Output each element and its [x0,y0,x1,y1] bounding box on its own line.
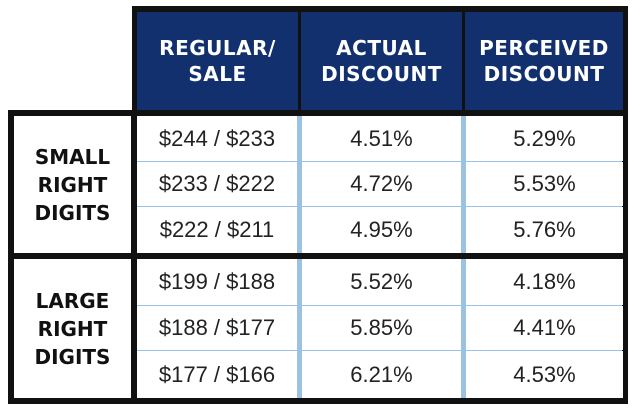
table-cell: 4.18% [466,259,623,305]
table-cell: 5.29% [466,116,623,161]
table-cell: $244 / $233 [137,116,297,161]
table-cell: 4.95% [302,207,461,253]
table-cell: $222 / $211 [137,207,297,253]
cell-text: $244 / $233 [158,125,276,151]
table-cell: 6.21% [302,351,461,398]
header-cell: PERCEIVED DISCOUNT [465,12,623,110]
cell-text: 4.18% [513,268,576,294]
cell-text: 5.53% [513,171,576,196]
header-text: DISCOUNT [321,62,442,86]
group-label: SMALL RIGHT DIGITS [14,116,131,253]
group-label-text: LARGE [35,288,110,313]
header-text: SALE [188,62,247,86]
table-cell: 4.51% [302,116,461,161]
header-cell: ACTUAL DISCOUNT [301,12,462,110]
table-cell: 4.41% [466,305,623,351]
group-label-text: DIGITS [34,200,111,225]
table-cell: 5.53% [466,162,623,206]
header-text: DISCOUNT [483,62,605,86]
table-cell: $177 / $166 [137,351,297,398]
cell-text: $177 / $166 [158,361,276,387]
table-cell: 4.53% [466,351,623,398]
cell-text: 5.85% [350,314,413,340]
cell-text: 6.21% [350,361,413,387]
header-text: ACTUAL [336,36,427,60]
table-cell: 5.52% [302,259,461,305]
cell-text: 4.72% [350,171,413,196]
table-cell: $199 / $188 [137,259,297,305]
table-cell: 4.72% [302,162,461,206]
cell-text: $199 / $188 [158,268,276,294]
cell-text: 5.52% [350,268,413,294]
cell-text: 5.76% [513,217,576,242]
cell-text: $233 / $222 [158,171,276,196]
cell-text: 4.51% [350,125,413,151]
table-cell: 5.85% [302,305,461,351]
group-label: LARGE RIGHT DIGITS [14,259,131,398]
header-cell: REGULAR/SALE [137,12,298,110]
cell-text: $188 / $177 [158,314,276,340]
table-cell: $188 / $177 [137,305,297,351]
table-cell: 5.76% [466,207,623,253]
cell-text: 4.41% [513,314,576,340]
cell-text: 4.53% [513,361,576,387]
header-text: REGULAR/ [159,36,276,60]
group-label-text: DIGITS [34,344,111,369]
header-text: PERCEIVED [479,36,609,60]
group-label-text: RIGHT [37,316,108,341]
cell-text: 4.95% [350,217,413,242]
cell-text: $222 / $211 [159,217,275,242]
table-cell: $233 / $222 [137,162,297,206]
group-label-text: SMALL [34,144,111,169]
cell-text: 5.29% [513,125,576,151]
group-label-text: RIGHT [37,172,108,197]
